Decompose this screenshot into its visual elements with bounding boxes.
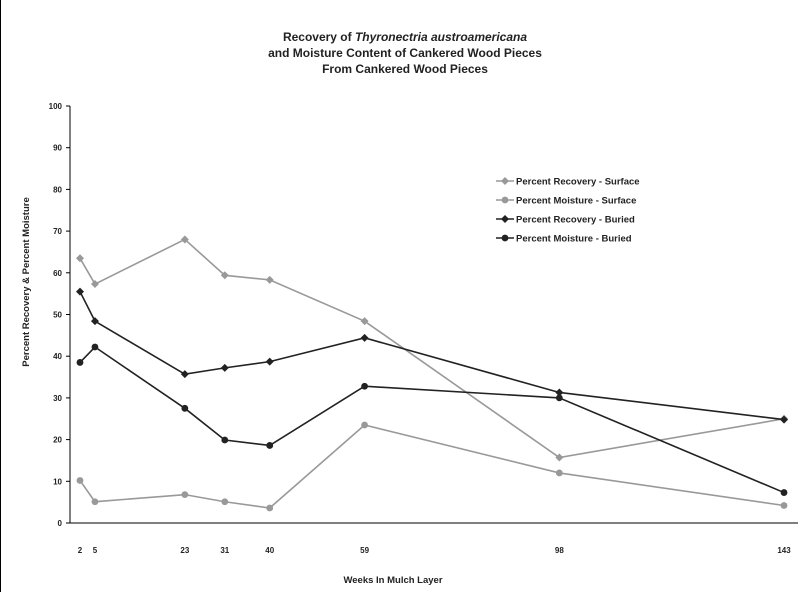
legend-swatch-marker (501, 177, 509, 185)
chart-title-line-2: and Moisture Content of Cankered Wood Pi… (268, 46, 542, 60)
series-1 (75, 235, 789, 462)
y-tick-label: 20 (53, 436, 62, 445)
y-tick-label: 60 (53, 269, 62, 278)
chart-title-part: Thyronectria austroamericana (355, 30, 527, 44)
data-point (361, 421, 368, 429)
data-point (555, 453, 564, 462)
data-point (555, 469, 563, 477)
legend-swatch-marker (501, 196, 509, 204)
series-4 (76, 343, 788, 496)
data-point (180, 235, 189, 244)
data-point (780, 502, 788, 509)
y-tick-label: 30 (53, 394, 62, 403)
data-point (266, 504, 274, 512)
data-point (360, 317, 369, 326)
x-tick-label: 31 (220, 546, 229, 555)
data-point (91, 343, 99, 351)
legend-item: Percent Moisture - Surface (496, 196, 636, 207)
chart-title-part: Recovery of (283, 30, 355, 44)
chart-title: Recovery of Thyronectria austroamericana… (268, 30, 542, 76)
series-line (79, 345, 785, 494)
data-point (90, 280, 99, 289)
legend-swatch-marker (501, 215, 509, 223)
x-tick-labels: 2 5 23 31 40 59 98 143 (78, 546, 791, 555)
data-point (181, 404, 189, 412)
data-point (221, 436, 229, 444)
data-point (266, 442, 274, 449)
y-tick-label: 100 (49, 102, 63, 111)
y-tick-label: 50 (53, 311, 62, 320)
legend-label: Percent Moisture - Surface (516, 196, 636, 207)
data-point (75, 254, 84, 263)
data-point (75, 287, 84, 296)
y-axis-label: Percent Recovery & Percent Moisture (21, 197, 32, 366)
x-tick-label: 59 (360, 546, 369, 555)
y-tick-label: 70 (53, 227, 62, 236)
legend-item: Percent Moisture - Buried (496, 234, 632, 245)
data-point (76, 477, 84, 484)
data-point (780, 415, 789, 424)
x-tick-label: 143 (777, 546, 791, 555)
legend: Percent Recovery - Surface Percent Moistu… (496, 177, 640, 245)
data-point (360, 333, 369, 342)
y-tick-label: 0 (58, 519, 63, 528)
data-point (265, 275, 274, 284)
data-point (90, 317, 99, 326)
x-tick-label: 23 (180, 546, 189, 555)
y-tick-label: 40 (53, 352, 62, 361)
data-point (76, 359, 84, 366)
data-point (221, 498, 229, 506)
series-line (79, 238, 785, 459)
data-point (555, 394, 563, 402)
legend-item: Percent Recovery - Surface (496, 177, 640, 188)
legend-swatch-marker (501, 234, 509, 242)
x-tick-label: 5 (93, 546, 98, 555)
data-point (180, 370, 189, 379)
x-axis-label: Weeks In Mulch Layer (343, 575, 442, 586)
y-tick-label: 90 (53, 144, 62, 153)
series-line (79, 291, 785, 421)
x-tick-label: 2 (78, 546, 83, 555)
data-point (220, 363, 229, 372)
data-point (220, 271, 229, 280)
y-tick-labels: 0 10 20 30 40 50 60 70 80 90 100 (49, 102, 70, 528)
data-point (361, 382, 368, 390)
series-group (75, 235, 789, 512)
legend-item: Percent Recovery - Buried (496, 215, 635, 226)
series-line (79, 424, 785, 509)
data-point (181, 491, 189, 499)
data-point (265, 357, 274, 366)
chart-title-part: From Cankered Wood Pieces (322, 62, 488, 76)
chart-title-part: and Moisture Content of Cankered Wood Pi… (268, 46, 542, 60)
x-tick-label: 40 (265, 546, 274, 555)
series-3 (75, 287, 789, 424)
legend-label: Percent Moisture - Buried (516, 234, 632, 245)
series-2 (76, 421, 788, 512)
legend-label: Percent Recovery - Buried (516, 215, 635, 226)
y-tick-label: 10 (53, 477, 62, 486)
legend-label: Percent Recovery - Surface (516, 177, 640, 188)
chart-title-line-1: Recovery of Thyronectria austroamericana (283, 30, 527, 44)
data-point (91, 498, 99, 506)
data-point (555, 388, 564, 397)
y-tick-label: 80 (53, 185, 62, 194)
axes (69, 106, 798, 524)
x-tick-label: 98 (555, 546, 564, 555)
data-point (780, 489, 788, 496)
chart-title-line-3: From Cankered Wood Pieces (322, 62, 488, 76)
